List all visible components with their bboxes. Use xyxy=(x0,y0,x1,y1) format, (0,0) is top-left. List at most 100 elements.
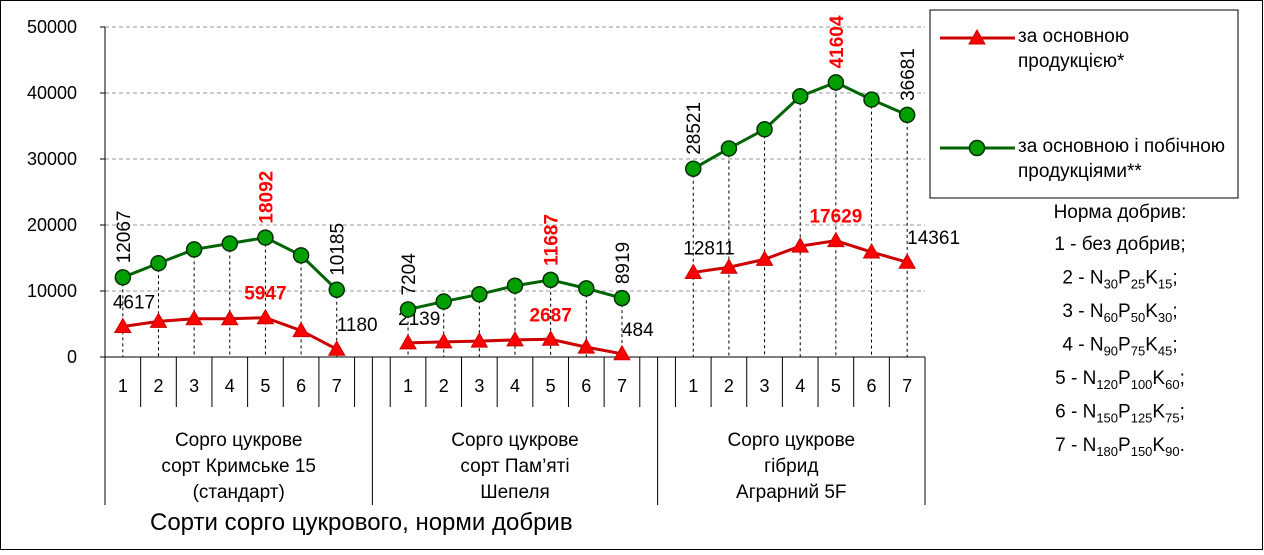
norm-text: K xyxy=(1152,368,1165,389)
norm-text: 5 - N xyxy=(1055,368,1096,389)
marker xyxy=(220,309,239,326)
data-label: 41604 xyxy=(827,15,848,68)
norm-text: P xyxy=(1118,268,1131,289)
norm-subscript: 75 xyxy=(1131,344,1145,359)
norm-text: 1 - без добрив; xyxy=(1054,234,1185,255)
marker xyxy=(185,241,203,258)
data-label: 18092 xyxy=(256,171,277,224)
marker xyxy=(256,308,275,325)
marker xyxy=(541,330,560,346)
marker xyxy=(471,286,488,303)
norm-title: Норма добрив: xyxy=(1054,202,1187,223)
marker xyxy=(720,258,738,274)
norm-text: 3 - N xyxy=(1062,301,1103,322)
group-label: сорт Кримське 15 xyxy=(161,456,316,477)
x-tick-label: 5 xyxy=(546,376,556,396)
x-tick-label: 5 xyxy=(831,376,841,396)
norm-subscript: 15 xyxy=(1158,277,1172,292)
marker xyxy=(221,235,239,252)
x-tick-label: 1 xyxy=(688,376,698,396)
data-label: 12811 xyxy=(683,238,734,259)
marker xyxy=(613,289,631,307)
marker xyxy=(114,269,132,286)
norm-text: ; xyxy=(1180,402,1185,423)
x-tick-label: 3 xyxy=(474,376,484,396)
marker xyxy=(185,309,203,326)
norm-subscript: 25 xyxy=(1131,277,1145,292)
legend-label-box: за основною продукцією* xyxy=(1018,26,1130,72)
group-label: Аграрний 5F xyxy=(736,482,846,503)
legend-label: за основною і побічною продукціями** xyxy=(1018,136,1226,182)
data-label: 2687 xyxy=(530,305,572,326)
marker xyxy=(756,121,773,138)
group-label: Шепеля xyxy=(480,482,550,503)
data-label: 1180 xyxy=(337,315,378,336)
marker xyxy=(684,263,703,279)
marker xyxy=(399,333,417,350)
marker xyxy=(827,231,845,248)
norm-subscript: 75 xyxy=(1165,411,1179,426)
x-tick-label: 4 xyxy=(510,376,520,396)
marker xyxy=(863,91,880,108)
marker xyxy=(578,280,595,297)
marker xyxy=(399,301,417,318)
data-label: 17629 xyxy=(809,207,862,228)
marker xyxy=(150,255,167,272)
norm-text: P xyxy=(1118,368,1131,389)
marker xyxy=(577,338,596,354)
norm-text: K xyxy=(1152,402,1165,423)
x-tick-label: 2 xyxy=(153,376,163,396)
data-label: 484 xyxy=(622,320,654,341)
norm-text: K xyxy=(1145,268,1158,289)
norm-label: 7 - N180P150K90. xyxy=(1055,435,1185,459)
marker xyxy=(542,271,559,289)
marker xyxy=(755,250,774,266)
norm-subscript: 90 xyxy=(1104,344,1118,359)
data-label: 14361 xyxy=(907,228,960,249)
x-tick-label: 4 xyxy=(225,376,235,396)
norm-text: P xyxy=(1118,335,1131,356)
norm-subscript: 180 xyxy=(1096,444,1118,459)
norm-subscript: 120 xyxy=(1096,377,1118,392)
norm-label: 5 - N120P100K60; xyxy=(1055,368,1185,392)
norm-text: P xyxy=(1118,402,1131,423)
norm-text: 6 - N xyxy=(1055,402,1096,423)
norm-subscript: 150 xyxy=(1096,411,1118,426)
norm-text: . xyxy=(1180,435,1185,456)
norm-subscript: 50 xyxy=(1131,310,1145,325)
data-label: 7204 xyxy=(399,253,420,296)
x-tick-label: 5 xyxy=(260,376,270,396)
norm-subscript: 100 xyxy=(1131,377,1153,392)
x-tick-label: 2 xyxy=(724,376,734,396)
norm-text: 2 - N xyxy=(1062,268,1103,289)
group-label: гібрид xyxy=(764,456,818,477)
data-label: 10185 xyxy=(328,223,349,276)
marker xyxy=(434,332,453,349)
norm-text: K xyxy=(1145,301,1158,322)
marker xyxy=(898,106,916,124)
legend-label-box: за основною і побічною продукціями** xyxy=(1018,136,1226,182)
marker xyxy=(470,332,489,348)
x-tick-label: 2 xyxy=(439,376,449,396)
norm-label: 6 - N150P125K75; xyxy=(1055,402,1185,426)
marker xyxy=(506,277,524,294)
marker xyxy=(862,243,881,259)
x-axis-title: Сорти сорго цукрового, норми добрив xyxy=(150,509,573,536)
y-tick-label: 30000 xyxy=(27,149,77,169)
legend-label: за основною продукцією* xyxy=(1018,26,1130,72)
x-tick-label: 7 xyxy=(617,376,627,396)
norm-text: ; xyxy=(1172,268,1177,289)
marker xyxy=(327,340,346,356)
norm-text: ; xyxy=(1172,301,1177,322)
x-tick-label: 6 xyxy=(296,376,306,396)
marker xyxy=(613,344,631,361)
norm-subscript: 60 xyxy=(1165,377,1179,392)
x-tick-label: 1 xyxy=(403,376,413,396)
x-tick-label: 7 xyxy=(902,376,912,396)
group-label: (стандарт) xyxy=(193,482,285,503)
norm-subscript: 45 xyxy=(1158,344,1172,359)
y-tick-label: 0 xyxy=(67,347,77,367)
norm-subscript: 60 xyxy=(1104,310,1118,325)
norm-label: 1 - без добрив; xyxy=(1054,234,1185,255)
marker xyxy=(968,139,986,157)
